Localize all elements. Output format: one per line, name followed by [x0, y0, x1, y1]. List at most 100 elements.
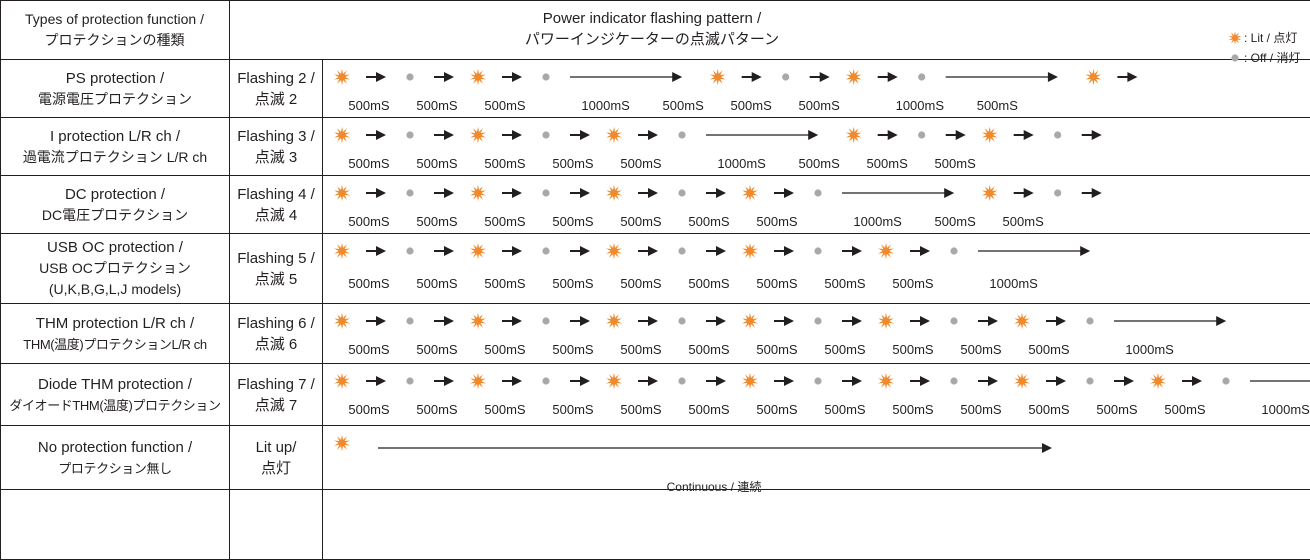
arrow-icon — [366, 188, 386, 198]
dot-icon — [406, 131, 414, 139]
arrow-icon — [706, 246, 726, 256]
dot-icon — [1054, 131, 1062, 139]
timing-label: 500mS — [416, 402, 458, 417]
flashing-count-line: Flashing 4 / — [237, 185, 315, 203]
row-divider-2 — [0, 175, 1310, 176]
flash-pattern-row — [334, 372, 1310, 390]
dot-icon — [1086, 317, 1094, 325]
dot-icon — [406, 189, 414, 197]
arrow-icon — [877, 72, 898, 82]
starburst-icon — [470, 184, 486, 202]
starburst-icon — [334, 434, 350, 452]
arrow-icon — [1081, 188, 1102, 198]
arrow-icon — [1013, 130, 1034, 140]
starburst-icon — [845, 126, 862, 144]
starburst-icon — [470, 312, 486, 330]
arrow-icon — [774, 246, 794, 256]
arrow-icon — [638, 246, 658, 256]
starburst-icon — [470, 126, 486, 144]
timing-label: 500mS — [484, 402, 526, 417]
arrow-icon — [366, 316, 386, 326]
timing-label: 500mS — [620, 402, 662, 417]
timing-label: 500mS — [416, 214, 458, 229]
long-arrow-icon — [1114, 316, 1227, 326]
arrow-icon — [910, 376, 930, 386]
timing-label: 500mS — [416, 342, 458, 357]
protection-type-line: Diode THM protection / — [38, 375, 192, 393]
arrow-icon — [945, 130, 966, 140]
flash-pattern-row — [334, 312, 1227, 330]
flashing-count-line: Flashing 6 / — [237, 314, 315, 332]
arrow-icon — [842, 316, 862, 326]
timing-label: 500mS — [348, 156, 390, 171]
dot-icon — [1086, 377, 1094, 385]
starburst-icon — [981, 184, 998, 202]
protection-type-line: DC protection / — [64, 185, 166, 203]
flash-column-divider — [322, 59, 323, 560]
timing-label: 500mS — [892, 402, 934, 417]
row-divider-3 — [0, 233, 1310, 234]
starburst-icon — [742, 184, 758, 202]
arrow-icon — [706, 316, 726, 326]
starburst-icon — [334, 242, 350, 260]
dot-icon — [950, 377, 958, 385]
dot-icon — [678, 247, 686, 255]
timing-label: 500mS — [348, 342, 390, 357]
dot-icon — [542, 189, 550, 197]
timing-label: 500mS — [484, 156, 526, 171]
flashing-count-cell: Flashing 2 / 点滅 2 — [230, 60, 322, 117]
flashing-count-cell: Flashing 7 / 点滅 7 — [230, 364, 322, 425]
starburst-icon — [470, 68, 486, 86]
timing-label: 500mS — [934, 156, 976, 171]
header-pattern-title-en: Power indicator flashing pattern / — [542, 10, 762, 27]
dot-icon — [678, 131, 686, 139]
legend-off: : Off / 消灯 — [1228, 48, 1300, 68]
arrow-icon — [706, 188, 726, 198]
arrow-icon — [570, 246, 590, 256]
starburst-icon — [1228, 31, 1242, 45]
timing-label: 500mS — [934, 214, 976, 229]
starburst-icon — [742, 372, 758, 390]
legend: : Lit / 点灯 : Off / 消灯 — [1228, 28, 1300, 68]
protection-type-line: I protection L/R ch / — [49, 127, 181, 145]
protection-type-cell: Diode THM protection / ダイオードTHM(温度)プロテクショ… — [1, 364, 229, 425]
dot-icon — [678, 189, 686, 197]
row-divider-1 — [0, 117, 1310, 118]
timing-label: 500mS — [798, 98, 840, 113]
long-arrow-icon — [570, 72, 683, 82]
dot-icon — [814, 377, 822, 385]
timing-label: 500mS — [756, 214, 798, 229]
dot-icon — [406, 73, 414, 81]
timing-label: 500mS — [552, 342, 594, 357]
timing-label: 500mS — [688, 342, 730, 357]
timing-label: 500mS — [552, 214, 594, 229]
starburst-icon — [606, 126, 622, 144]
starburst-icon — [742, 312, 758, 330]
protection-type-line: プロテクション無し — [58, 460, 172, 476]
row-divider-7 — [0, 489, 1310, 490]
protection-type-cell: I protection L/R ch / 過電流プロテクション L/R ch — [1, 118, 229, 175]
timing-label: 500mS — [1028, 342, 1070, 357]
protection-type-cell: DC protection / DC電圧プロテクション — [1, 176, 229, 233]
arrow-icon — [502, 376, 522, 386]
flashing-count-cell: Flashing 6 / 点滅 6 — [230, 304, 322, 363]
arrow-icon — [842, 376, 862, 386]
dot-icon — [918, 73, 926, 81]
timing-label: 500mS — [960, 342, 1002, 357]
long-arrow-icon — [706, 130, 819, 140]
protection-type-cell: No protection function / プロテクション無し — [1, 426, 229, 489]
timing-label: 1000mS — [717, 156, 766, 171]
arrow-icon — [1046, 316, 1066, 326]
flashing-count-line: Flashing 2 / — [237, 69, 315, 87]
timing-label: 500mS — [866, 156, 908, 171]
arrow-icon — [1081, 130, 1102, 140]
starburst-icon — [470, 372, 486, 390]
starburst-icon — [981, 126, 998, 144]
arrow-icon — [910, 316, 930, 326]
table-border-left — [0, 0, 1, 560]
timing-label: 500mS — [756, 342, 798, 357]
starburst-icon — [606, 242, 622, 260]
timing-label: 1000mS — [1125, 342, 1174, 357]
dot-icon — [1054, 189, 1062, 197]
timing-label: 1000mS — [853, 214, 902, 229]
